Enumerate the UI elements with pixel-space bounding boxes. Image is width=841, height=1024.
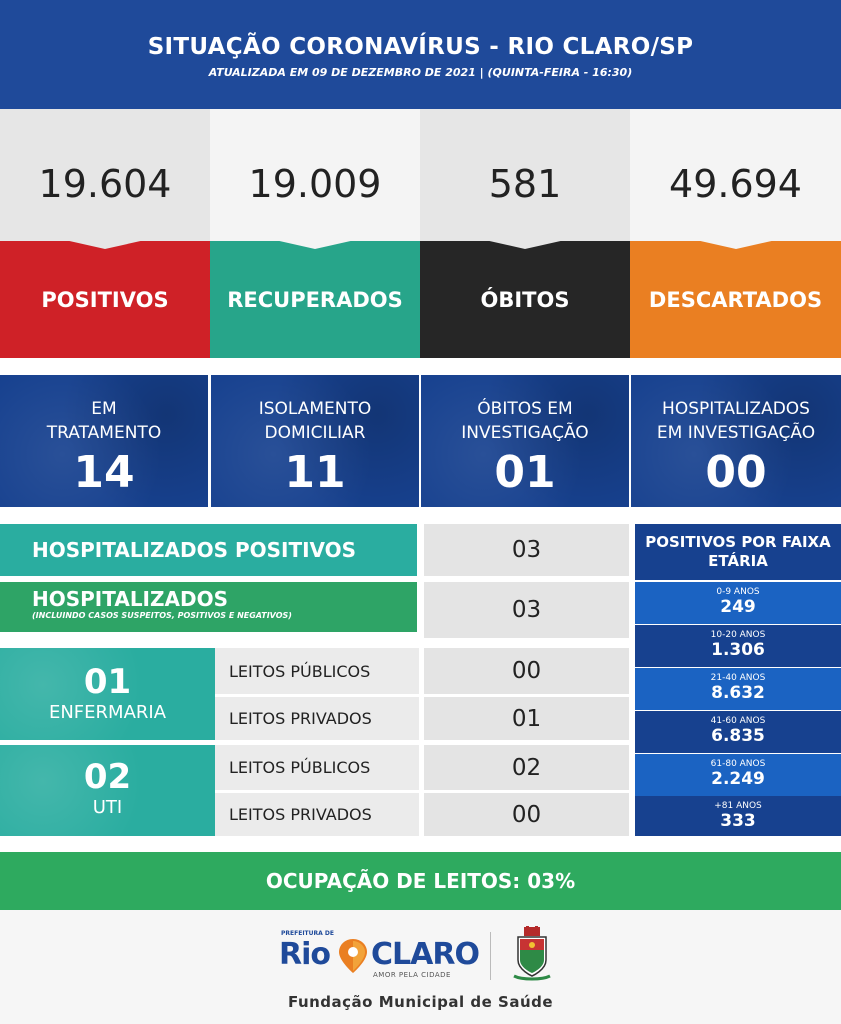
divider <box>490 932 491 980</box>
positivos-card: POSITIVOS <box>0 240 210 358</box>
enfermaria-publicos-value: 00 <box>424 648 629 694</box>
faixa-etaria-panel: POSITIVOS POR FAIXA ETÁRIA 0-9 ANOS 249 … <box>635 524 841 836</box>
em-tratamento-card: EM TRATAMENTO 14 <box>0 375 208 507</box>
notch <box>695 240 776 249</box>
age-row: 10-20 ANOS 1.306 <box>635 625 841 667</box>
ocupacao-leitos: OCUPAÇÃO DE LEITOS: 03% <box>0 852 841 910</box>
em-tratamento-value: 14 <box>73 447 135 498</box>
hospitalizados-positivos-value: 03 <box>424 524 629 576</box>
location-pin-icon <box>339 939 367 973</box>
age-range: 41-60 ANOS <box>710 716 766 726</box>
age-range: 21-40 ANOS <box>710 673 766 683</box>
update-date: ATUALIZADA EM 09 DE DEZEMBRO DE 2021 | (… <box>208 66 633 79</box>
enfermaria-count: 01 <box>83 662 132 702</box>
age-range: 61-80 ANOS <box>710 759 766 769</box>
notch <box>275 240 355 249</box>
uti-privados-label: LEITOS PRIVADOS <box>215 793 419 836</box>
enfermaria-publicos-label: LEITOS PÚBLICOS <box>215 648 419 694</box>
uti-privados-value: 00 <box>424 793 629 836</box>
isolamento-value: 11 <box>284 447 346 498</box>
uti-publicos-value: 02 <box>424 745 629 790</box>
logo-prefeitura: PREFEITURA DE <box>281 930 334 937</box>
notch <box>485 240 565 249</box>
recuperados-card: RECUPERADOS <box>210 240 420 358</box>
enfermaria-privados-label: LEITOS PRIVADOS <box>215 697 419 740</box>
obitos-card: ÓBITOS <box>420 240 630 358</box>
age-value: 249 <box>720 597 756 617</box>
faixa-etaria-title: POSITIVOS POR FAIXA ETÁRIA <box>635 524 841 580</box>
isolamento-label: ISOLAMENTO DOMICILIAR <box>258 399 372 443</box>
descartados-card: DESCARTADOS <box>630 240 841 358</box>
positivos-value: 19.604 <box>0 109 210 241</box>
rio-claro-logo: PREFEITURA DE Rio CLARO AMOR PELA CIDADE <box>279 930 480 982</box>
recuperados-label: RECUPERADOS <box>227 287 403 312</box>
age-row: 0-9 ANOS 249 <box>635 582 841 624</box>
uti-block: 02 UTI <box>0 745 215 836</box>
obitos-investigacao-value: 01 <box>494 447 556 498</box>
uti-count: 02 <box>83 757 132 797</box>
fundacao-label: Fundação Municipal de Saúde <box>287 993 554 1011</box>
isolamento-card: ISOLAMENTO DOMICILIAR 11 <box>211 375 419 507</box>
positivos-label: POSITIVOS <box>41 287 169 312</box>
hospitalizados-investigacao-value: 00 <box>705 447 767 498</box>
brasao-icon <box>513 926 551 981</box>
hospitalizados-value: 03 <box>424 582 629 638</box>
logo-rio: Rio <box>279 937 331 972</box>
age-row: 41-60 ANOS 6.835 <box>635 711 841 753</box>
age-value: 2.249 <box>711 769 765 789</box>
logo-slogan: AMOR PELA CIDADE <box>373 971 451 979</box>
obitos-value: 581 <box>420 109 630 241</box>
descartados-value: 49.694 <box>630 109 841 241</box>
notch <box>65 240 145 249</box>
age-value: 333 <box>720 811 756 831</box>
hospitalizados-card: HOSPITALIZADOS (INCLUINDO CASOS SUSPEITO… <box>0 582 417 632</box>
em-tratamento-label: EM TRATAMENTO <box>46 399 162 443</box>
page-title: SITUAÇÃO CORONAVÍRUS - RIO CLARO/SP <box>147 34 694 60</box>
logo-claro: CLARO <box>371 937 480 972</box>
age-range: 10-20 ANOS <box>710 630 766 640</box>
descartados-label: DESCARTADOS <box>648 287 823 312</box>
hospitalizados-note: (INCLUINDO CASOS SUSPEITOS, POSITIVOS E … <box>32 611 292 620</box>
footer: PREFEITURA DE Rio CLARO AMOR PELA CIDADE… <box>0 910 841 1024</box>
uti-label: UTI <box>92 797 123 818</box>
hospitalizados-investigacao-card: HOSPITALIZADOS EM INVESTIGAÇÃO 00 <box>631 375 841 507</box>
age-value: 1.306 <box>711 640 765 660</box>
obitos-investigacao-card: ÓBITOS EM INVESTIGAÇÃO 01 <box>421 375 629 507</box>
age-value: 6.835 <box>711 726 765 746</box>
enfermaria-block: 01 ENFERMARIA <box>0 648 215 740</box>
hospitalizados-positivos-label: HOSPITALIZADOS POSITIVOS <box>0 524 417 576</box>
obitos-investigacao-label: ÓBITOS EM INVESTIGAÇÃO <box>461 399 589 443</box>
hospitalizados-investigacao-label: HOSPITALIZADOS EM INVESTIGAÇÃO <box>656 399 816 443</box>
enfermaria-label: ENFERMARIA <box>48 702 167 723</box>
age-value: 8.632 <box>711 683 765 703</box>
hospitalizados-label: HOSPITALIZADOS <box>32 587 228 611</box>
age-range: +81 ANOS <box>714 801 762 811</box>
recuperados-value: 19.009 <box>210 109 420 241</box>
uti-publicos-label: LEITOS PÚBLICOS <box>215 745 419 790</box>
header-banner: SITUAÇÃO CORONAVÍRUS - RIO CLARO/SP ATUA… <box>0 0 841 109</box>
age-row: 61-80 ANOS 2.249 <box>635 754 841 796</box>
age-range: 0-9 ANOS <box>716 587 760 597</box>
enfermaria-privados-value: 01 <box>424 697 629 740</box>
age-row: 21-40 ANOS 8.632 <box>635 668 841 710</box>
obitos-label: ÓBITOS <box>480 287 570 312</box>
age-row: +81 ANOS 333 <box>635 796 841 836</box>
